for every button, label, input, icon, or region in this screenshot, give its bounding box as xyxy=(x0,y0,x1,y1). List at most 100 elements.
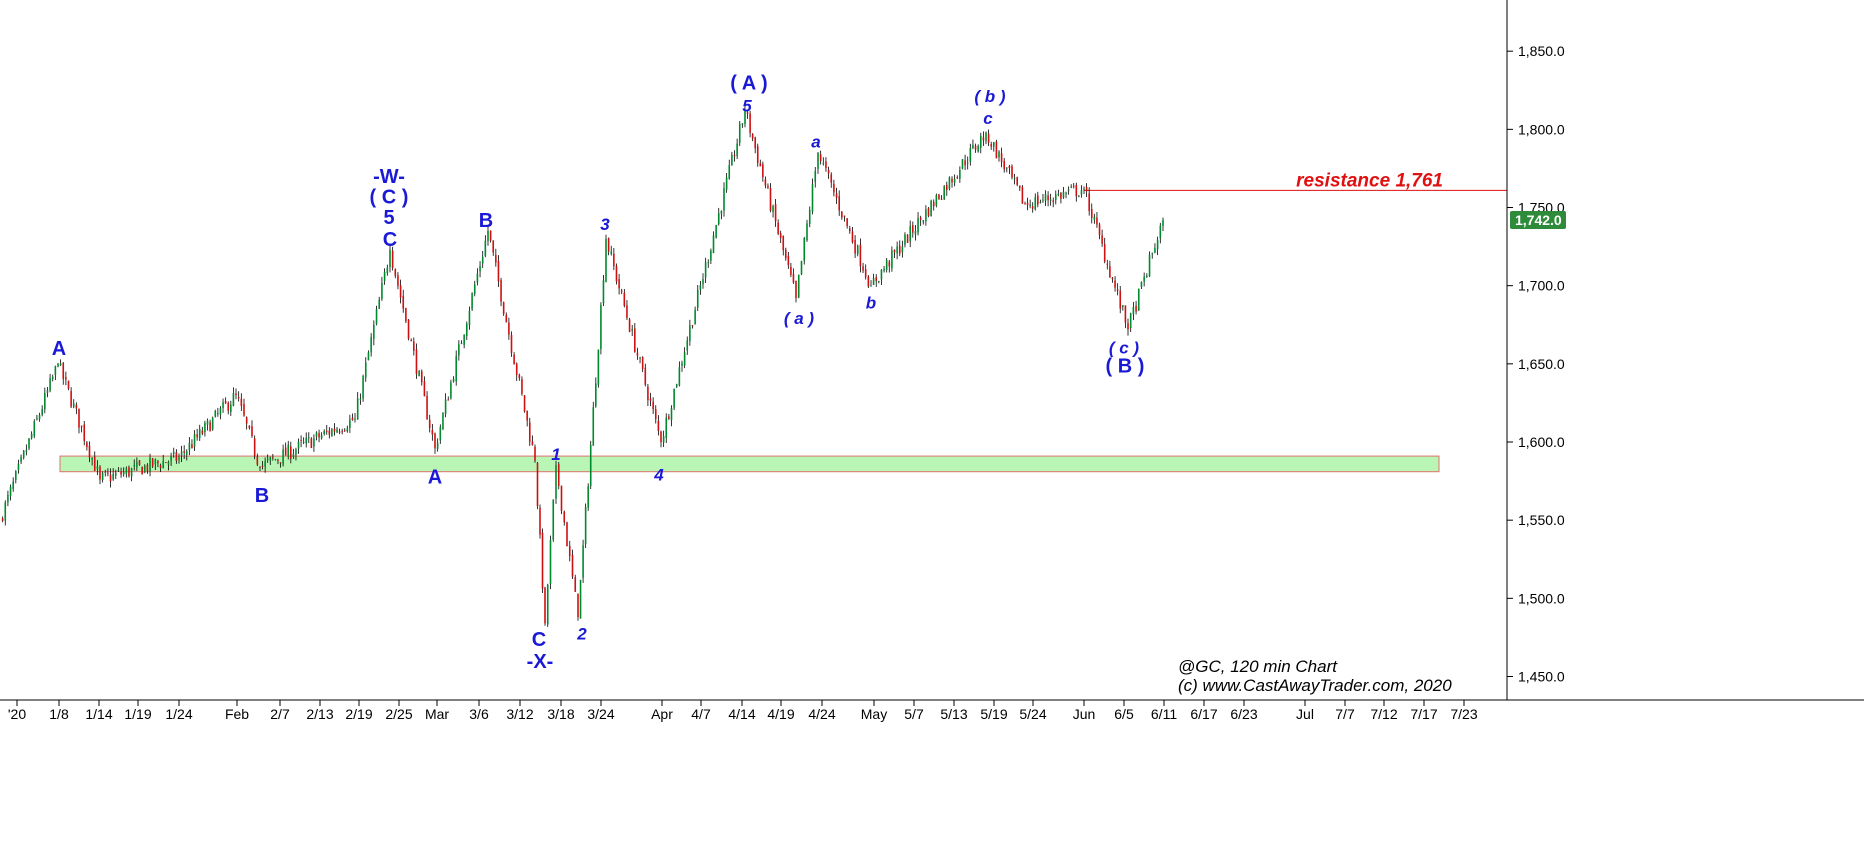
candle-up xyxy=(418,371,420,377)
candle-down xyxy=(825,161,827,169)
candle-down xyxy=(618,279,620,289)
candle-down xyxy=(62,362,65,379)
candle-down xyxy=(65,377,67,380)
candle-up xyxy=(44,393,46,410)
candle-down xyxy=(78,408,80,428)
x-tick-label: 3/24 xyxy=(587,706,614,722)
support-zone-layer xyxy=(59,455,1440,473)
y-tick-label: 1,800.0 xyxy=(1518,121,1565,137)
candle-up xyxy=(460,343,463,345)
candle-up xyxy=(639,357,641,359)
candle-down xyxy=(99,466,101,480)
candle-down xyxy=(521,379,523,394)
axes-layer: 1,450.0 1,500.0 1,550.0 1,600.0 1,650.0 1,700… xyxy=(0,0,1864,722)
candle-down xyxy=(898,245,901,254)
candle-up xyxy=(455,356,457,382)
candle-up xyxy=(172,451,175,455)
candle-up xyxy=(883,268,885,271)
candle-up xyxy=(287,444,290,457)
candle-down xyxy=(762,164,764,178)
candle-up xyxy=(948,177,951,190)
candle-up xyxy=(130,468,133,477)
candle-down xyxy=(1096,217,1098,225)
candle-up xyxy=(1065,192,1067,194)
x-tick-label: '20 xyxy=(8,706,26,722)
candle-up xyxy=(1151,253,1154,255)
candle-up xyxy=(297,441,300,449)
candle-down xyxy=(1101,235,1103,244)
candle-down xyxy=(620,290,623,292)
candle-down xyxy=(80,425,83,427)
resistance-label: resistance 1,761 xyxy=(1296,170,1443,191)
candle-up xyxy=(15,470,17,481)
candle-up xyxy=(178,457,180,460)
candle-up xyxy=(744,110,746,124)
candle-up xyxy=(4,502,7,521)
candle-down xyxy=(508,322,510,335)
candle-down xyxy=(70,391,72,407)
candle-up xyxy=(797,274,800,298)
candle-down xyxy=(1031,206,1034,209)
candle-up xyxy=(198,429,201,439)
candle-down xyxy=(1111,277,1114,280)
candle-down xyxy=(310,438,313,448)
candle-down xyxy=(83,424,86,442)
wave-label: 2 xyxy=(576,625,587,644)
candle-down xyxy=(790,266,792,275)
candle-down xyxy=(328,430,331,435)
candle-down xyxy=(634,328,636,352)
candle-down xyxy=(956,177,959,179)
candle-down xyxy=(859,244,862,267)
candle-up xyxy=(914,231,917,235)
candle-up xyxy=(1054,194,1057,201)
candle-up xyxy=(803,237,806,261)
resistance-layer: resistance 1,761 xyxy=(1084,170,1507,191)
candle-down xyxy=(1119,290,1122,309)
wave-label: -W- xyxy=(373,166,405,188)
candle-up xyxy=(896,246,898,254)
candle-up xyxy=(985,132,987,142)
candle-up xyxy=(30,433,33,439)
candle-up xyxy=(162,461,164,468)
candle-down xyxy=(563,511,566,523)
candle-down xyxy=(759,163,762,167)
candle-up xyxy=(1070,186,1072,188)
candle-up xyxy=(49,378,51,391)
candle-up xyxy=(217,413,219,415)
candle-down xyxy=(447,399,450,401)
candle-up xyxy=(546,584,549,625)
candle-up xyxy=(28,438,30,449)
candle-down xyxy=(571,554,574,577)
wave-label: ( c ) xyxy=(1109,339,1140,358)
last-price-label: 1,742.0 xyxy=(1515,212,1562,228)
candle-down xyxy=(1098,224,1101,236)
candle-down xyxy=(1026,202,1029,206)
candle-down xyxy=(248,425,251,428)
candle-down xyxy=(502,302,505,314)
candle-up xyxy=(720,210,723,214)
candle-down xyxy=(415,349,418,375)
candle-down xyxy=(528,422,531,442)
candle-up xyxy=(696,289,699,308)
candle-down xyxy=(827,169,830,174)
candle-up xyxy=(710,250,712,261)
candle-up xyxy=(1143,276,1145,282)
candle-down xyxy=(938,194,940,200)
candle-down xyxy=(951,178,953,183)
candle-up xyxy=(1044,194,1047,201)
copyright-text: (c) www.CastAwayTrader.com, 2020 xyxy=(1178,676,1452,695)
candle-down xyxy=(647,386,649,401)
candle-down xyxy=(1008,165,1011,169)
candle-up xyxy=(1039,201,1042,203)
wave-label: ( A ) xyxy=(730,72,767,94)
x-tick-label: 1/19 xyxy=(124,706,151,722)
candle-down xyxy=(1109,266,1111,278)
candle-up xyxy=(1093,216,1096,220)
candle-up xyxy=(133,464,136,467)
candle-up xyxy=(7,494,9,503)
candle-up xyxy=(673,388,675,408)
candle-down xyxy=(67,380,70,389)
candle-down xyxy=(1047,195,1049,201)
candle-up xyxy=(631,329,633,331)
wave-label: A xyxy=(428,466,442,488)
